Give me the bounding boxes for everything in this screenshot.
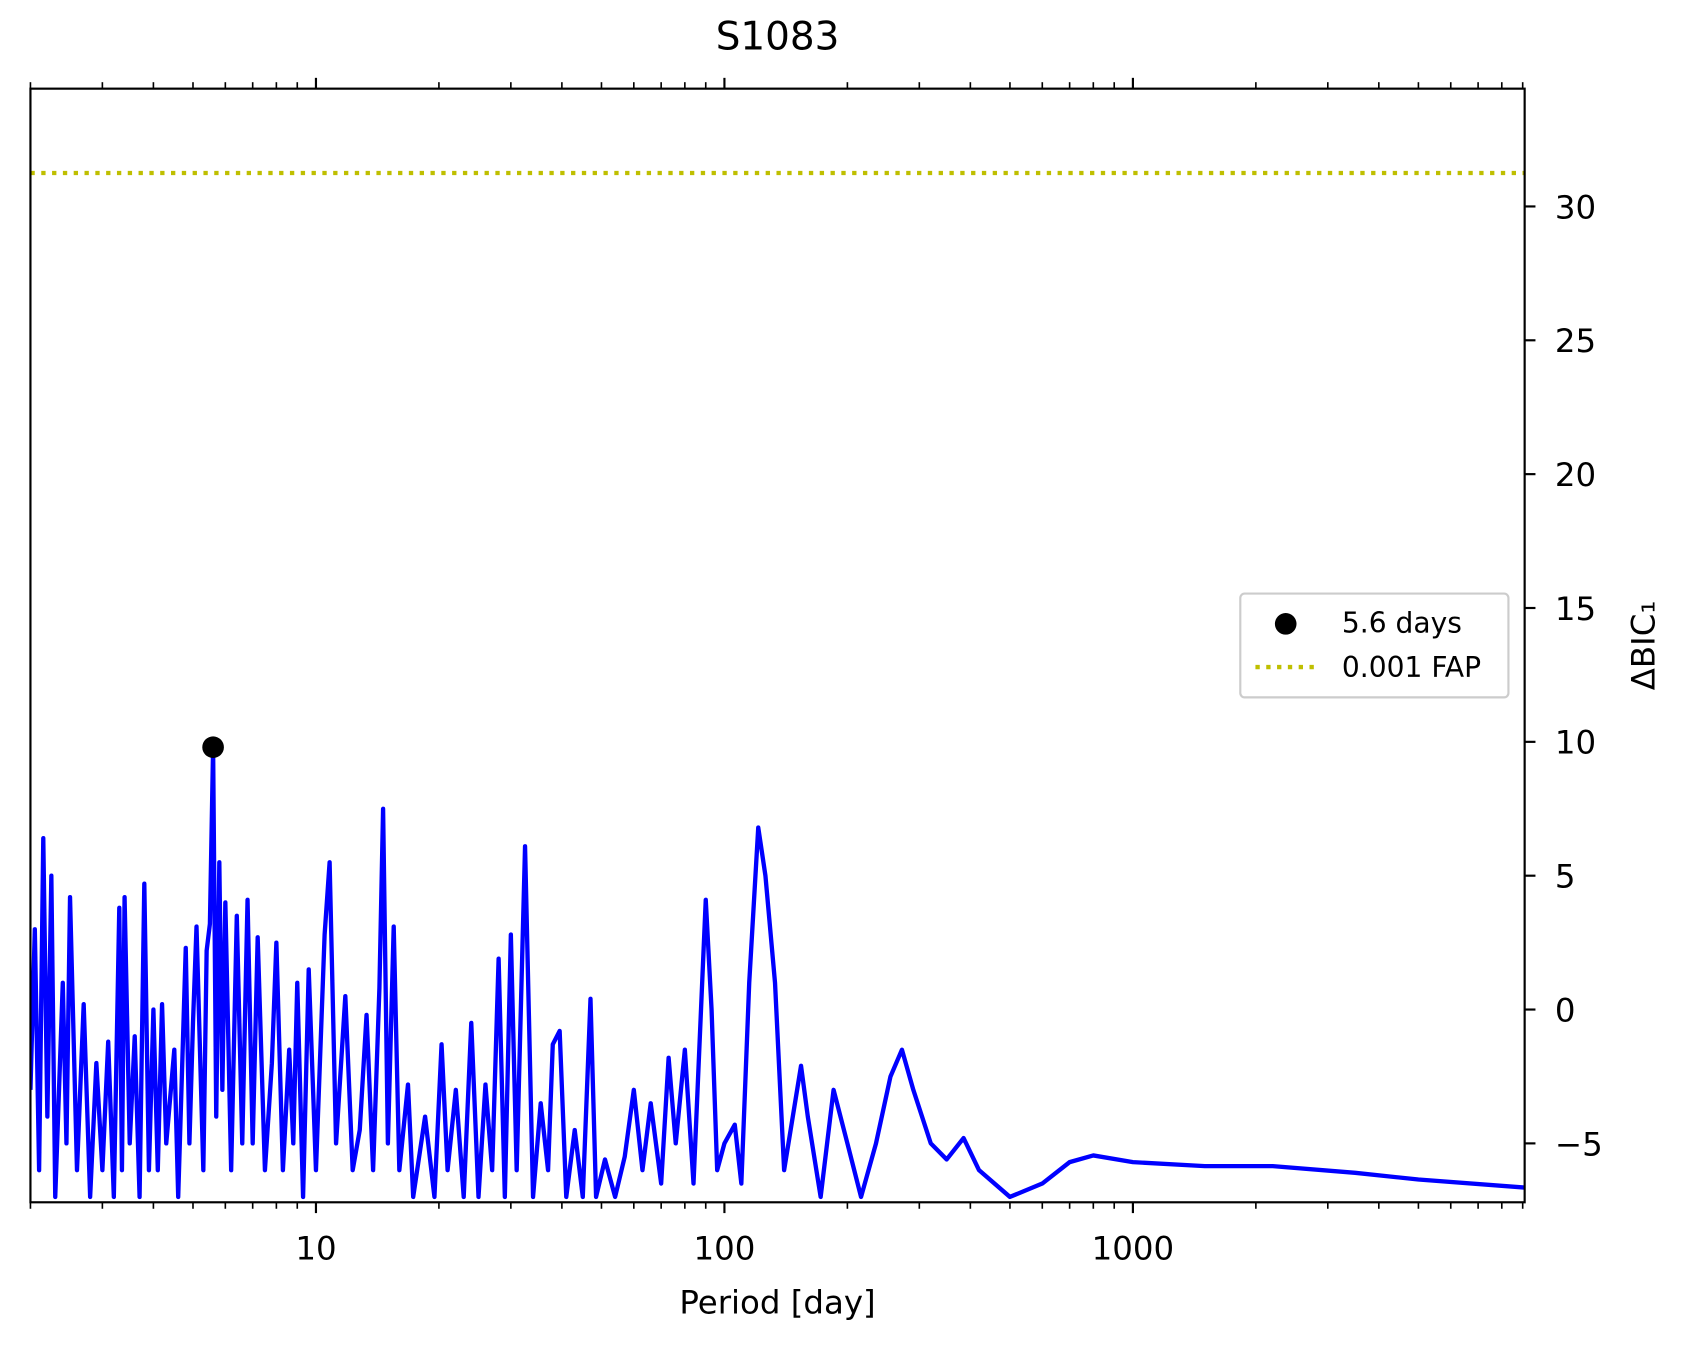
y-axis-label: ΔBIC₁ — [1624, 601, 1662, 691]
plot-frame — [29, 87, 1526, 1204]
y-tick-label: 10 — [1555, 724, 1596, 762]
y-tick-label: 30 — [1555, 188, 1596, 226]
peak-marker — [202, 736, 224, 759]
y-tick-label: 5 — [1555, 858, 1576, 896]
x-tick-label: 1000 — [1092, 1230, 1175, 1268]
y-tick-label: 0 — [1555, 991, 1576, 1029]
x-axis-label: Period [day] — [679, 1284, 875, 1322]
y-tick-label: −5 — [1555, 1125, 1603, 1163]
y-tick-label: 20 — [1555, 456, 1596, 494]
legend-box — [1239, 592, 1510, 699]
x-tick-label: 10 — [295, 1230, 336, 1268]
y-tick-label: 25 — [1555, 322, 1596, 360]
legend-label: 0.001 FAP — [1342, 651, 1481, 684]
periodogram-line — [30, 745, 1525, 1200]
chart-title: S1083 — [716, 15, 840, 60]
legend-marker — [1274, 613, 1297, 635]
plot-area — [30, 170, 1525, 1200]
x-tick-label: 100 — [693, 1230, 755, 1268]
legend-label: 5.6 days — [1342, 606, 1462, 639]
y-tick-label: 15 — [1555, 590, 1596, 628]
